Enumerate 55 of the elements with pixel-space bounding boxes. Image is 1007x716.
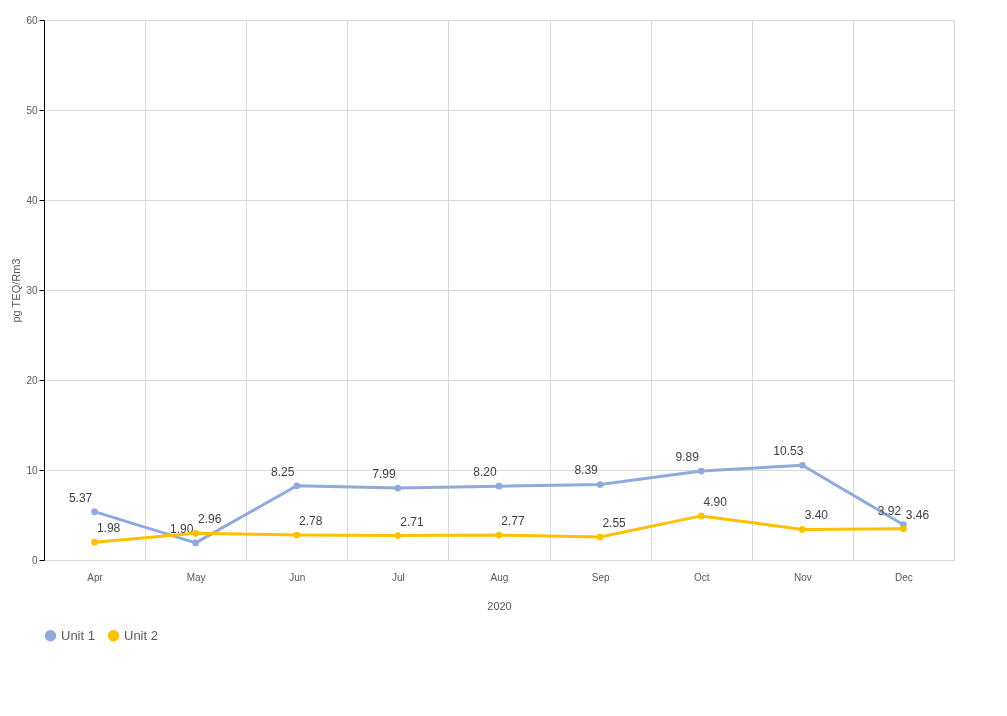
- x-axis-title: 2020: [487, 599, 512, 612]
- x-tick-label: Apr: [87, 571, 104, 583]
- point: [293, 531, 301, 539]
- point: [91, 538, 98, 546]
- data-label: 5.37: [68, 490, 93, 505]
- data-label: 2.96: [197, 512, 222, 527]
- point: [394, 532, 402, 539]
- data-label: 2.78: [299, 513, 323, 528]
- data-label: 1.90: [169, 521, 194, 536]
- y-tick-label: 10: [26, 464, 38, 476]
- y-tick-label: 30: [26, 284, 38, 296]
- data-label: 9.89: [675, 449, 700, 464]
- point: [596, 533, 604, 541]
- data-label: 7.99: [372, 467, 396, 482]
- y-tick-label: 40: [26, 194, 38, 206]
- data-label: 10.53: [773, 444, 804, 459]
- point: [596, 481, 604, 488]
- data-label: 2.77: [501, 514, 525, 529]
- point: [192, 530, 200, 537]
- point: [495, 531, 503, 539]
- x-tick-label: Jul: [391, 571, 405, 583]
- data-label: 8.25: [271, 464, 295, 479]
- y-tick-label: 60: [26, 14, 38, 26]
- legend-label: Unit 1: [61, 627, 95, 643]
- x-tick-label: Aug: [490, 571, 509, 583]
- data-label: 4.90: [703, 494, 728, 509]
- y-tick-label: 50: [26, 104, 38, 116]
- y-axis-title: pg TEQ/Rm3: [10, 258, 23, 323]
- data-label: 8.39: [574, 463, 599, 478]
- data-label: 1.98: [96, 521, 121, 536]
- x-tick-label: Nov: [793, 571, 812, 583]
- data-label: 2.71: [400, 514, 424, 529]
- x-tick-label: Sep: [591, 571, 610, 583]
- point: [394, 484, 402, 492]
- point: [900, 525, 907, 533]
- data-label: 3.40: [804, 508, 829, 523]
- legend-label: Unit 2: [124, 627, 158, 643]
- y-tick-label: 0: [31, 554, 38, 566]
- point: [697, 467, 705, 475]
- point: [697, 512, 705, 520]
- x-tick-label: Jun: [289, 571, 306, 583]
- data-label: 3.46: [905, 507, 930, 522]
- point: [798, 461, 806, 469]
- point: [293, 482, 301, 490]
- y-tick-label: 20: [26, 374, 38, 386]
- data-label: 3.92: [877, 503, 902, 518]
- point: [798, 526, 806, 533]
- data-label: 8.20: [473, 465, 497, 480]
- point: [192, 539, 200, 547]
- x-tick-label: May: [186, 571, 206, 583]
- point: [495, 482, 503, 490]
- x-tick-label: Oct: [693, 571, 710, 583]
- x-tick-label: Dec: [895, 571, 913, 583]
- data-label: 2.55: [602, 516, 627, 531]
- point: [91, 508, 98, 516]
